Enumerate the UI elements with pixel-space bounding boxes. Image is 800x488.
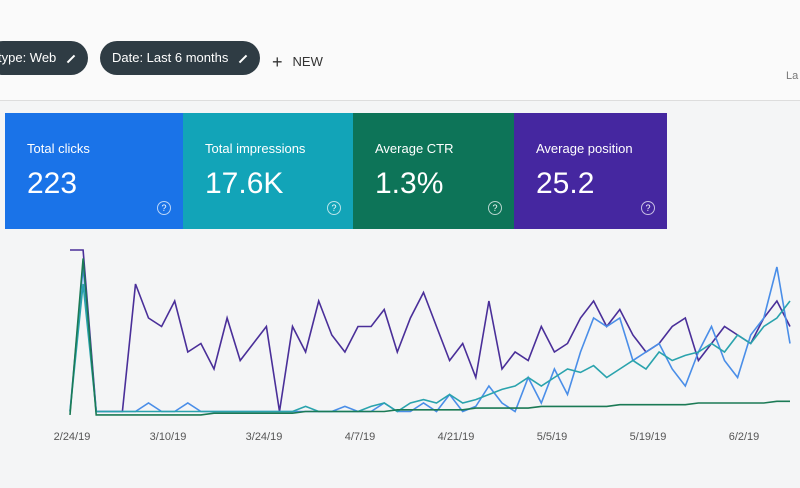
series-line — [69, 283, 791, 413]
metric-value: 25.2 — [536, 167, 595, 200]
metric-card[interactable]: Total impressions 17.6K? — [183, 113, 353, 229]
metric-label: Average position — [536, 141, 633, 156]
x-tick-label: 5/5/19 — [537, 431, 568, 443]
metric-value: 1.3% — [375, 167, 444, 200]
chip-label: type: Web — [0, 50, 57, 65]
x-tick-label: 5/19/19 — [630, 431, 667, 443]
x-tick-label: 6/2/19 — [729, 431, 760, 443]
x-tick-label: 4/21/19 — [438, 431, 475, 443]
new-label: NEW — [292, 54, 323, 69]
corner-text: La — [786, 70, 799, 82]
metric-label: Average CTR — [375, 141, 454, 156]
x-tick-label: 3/24/19 — [246, 431, 283, 443]
series-line — [69, 266, 791, 413]
metric-card[interactable]: Average position 25.2? — [514, 113, 667, 229]
metric-value: 17.6K — [205, 167, 284, 200]
metric-card[interactable]: Average CTR 1.3%? — [353, 113, 514, 229]
x-tick-label: 4/7/19 — [345, 431, 376, 443]
series-line — [69, 258, 790, 416]
metric-label: Total clicks — [27, 141, 90, 156]
filter-chip[interactable]: Date: Last 6 months — [100, 41, 261, 75]
chart: 2/24/19 3/10/19 3/24/19 4/7/19 4/21/19 5/5/19… — [54, 249, 791, 443]
metric-value: 223 — [27, 167, 78, 200]
series-line — [70, 249, 791, 413]
toolbar: type: Web Date: Last 6 months + NEW La — [0, 0, 800, 101]
new-button[interactable]: + NEW — [272, 52, 323, 72]
metric-label: Total impressions — [205, 141, 306, 156]
filter-chip[interactable]: type: Web — [0, 41, 89, 75]
metric-card[interactable]: Total clicks 223? — [5, 113, 183, 229]
chip-label: Date: Last 6 months — [112, 50, 229, 65]
x-tick-label: 2/24/19 — [54, 431, 91, 443]
x-tick-label: 3/10/19 — [150, 431, 187, 443]
